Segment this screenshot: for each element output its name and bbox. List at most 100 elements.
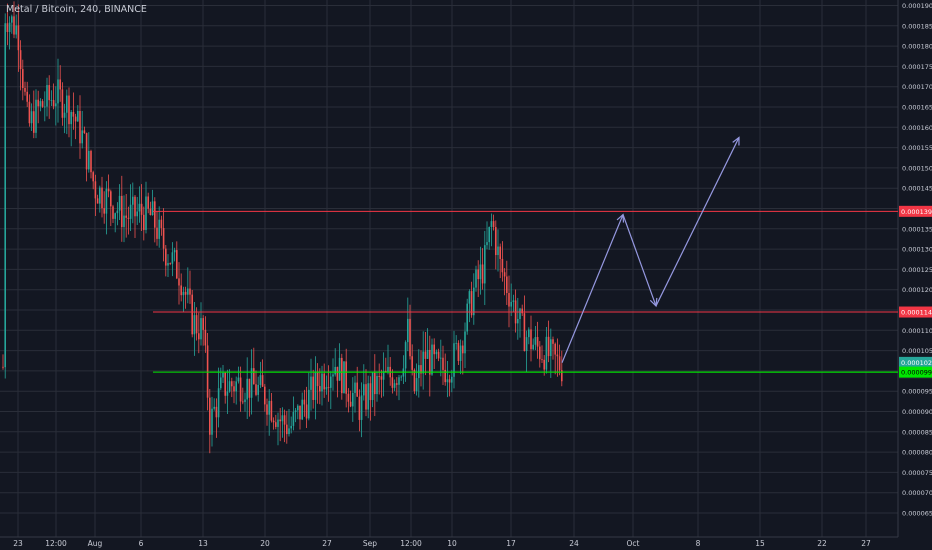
candle-body [444,369,446,383]
candle-body [61,89,64,118]
candle-body [435,351,438,355]
candle-body [268,400,270,415]
x-tick-label: Sep [363,539,377,548]
candle-body [422,351,424,374]
candle-body [248,378,251,398]
candle-body [325,387,328,390]
candle-body [70,111,72,125]
candle-body [409,318,411,357]
candle-body [140,203,143,215]
candle-body [253,368,255,385]
candle-body [112,206,114,219]
candle-body [222,372,224,378]
candle-body [96,198,99,204]
candle-body [286,424,288,435]
x-tick-label: 6 [139,539,144,548]
candle-body [204,329,207,346]
candle-body [37,99,39,107]
candle-body [250,368,253,398]
candle-body [41,101,44,107]
candle-body [305,404,308,419]
candle-body [323,373,325,390]
candle-body [264,386,266,405]
candle-body [2,366,4,368]
candle-body [11,16,13,23]
candle-body [22,69,24,88]
candle-body [393,383,396,388]
candle-body [473,287,475,316]
y-tick-label: 0.0000650 [902,510,932,518]
last-price-tag-box [899,356,932,368]
candle-body [180,285,182,296]
candle-body [279,419,281,422]
projection-arrowhead [616,213,625,223]
candle-body [336,366,339,381]
x-tick-label: 8 [696,539,701,548]
candle-body [103,208,105,214]
candle-body [244,399,246,402]
chart-title: Metal / Bitcoin, 240, BINANCE [6,4,147,15]
candle-body [48,85,50,101]
candle-body [495,227,497,256]
candle-body [299,405,301,420]
candle-body [459,345,462,361]
candle-body [321,373,323,392]
candle-body [360,395,363,420]
x-tick-label: 22 [817,539,827,548]
support-tag-box [899,366,932,378]
candle-body [121,195,123,228]
candle-body [512,300,515,302]
candle-body [26,91,28,102]
x-tick-label: Aug [88,539,103,548]
level-tag-upper-text: 0.0001393 [901,208,932,216]
candle-body [143,214,145,230]
candle-body [206,345,209,398]
candle-body [59,79,61,90]
candle-body [503,272,506,277]
candle-body [358,396,361,420]
candle-body [57,79,59,104]
candle-body [272,420,275,423]
candle-body [499,246,501,259]
candle-body [33,111,35,133]
candle-body [314,371,317,400]
candle-body [424,351,427,359]
candle-body [187,288,189,295]
candle-body [162,228,165,249]
x-tick-label: 13 [198,539,208,548]
candle-body [17,25,20,51]
candle-body [345,361,347,394]
x-tick-label: 17 [506,539,516,548]
candle-body [545,336,548,370]
candle-body [191,294,193,335]
candle-body [415,378,418,392]
candle-body [484,245,486,284]
candle-body [396,383,398,385]
candle-body [200,318,202,340]
candle-body [107,188,110,192]
candle-body [46,85,48,107]
x-tick-label: 27 [322,539,332,548]
candle-body [519,308,521,320]
candle-body [28,101,31,124]
candle-body [365,384,367,410]
candle-body [66,95,68,113]
candle-body [44,106,46,108]
candle-body [453,343,455,377]
x-tick-label: 12:00 [45,539,67,548]
candle-body [123,215,125,228]
candle-body [332,374,334,377]
candle-body [275,422,277,427]
